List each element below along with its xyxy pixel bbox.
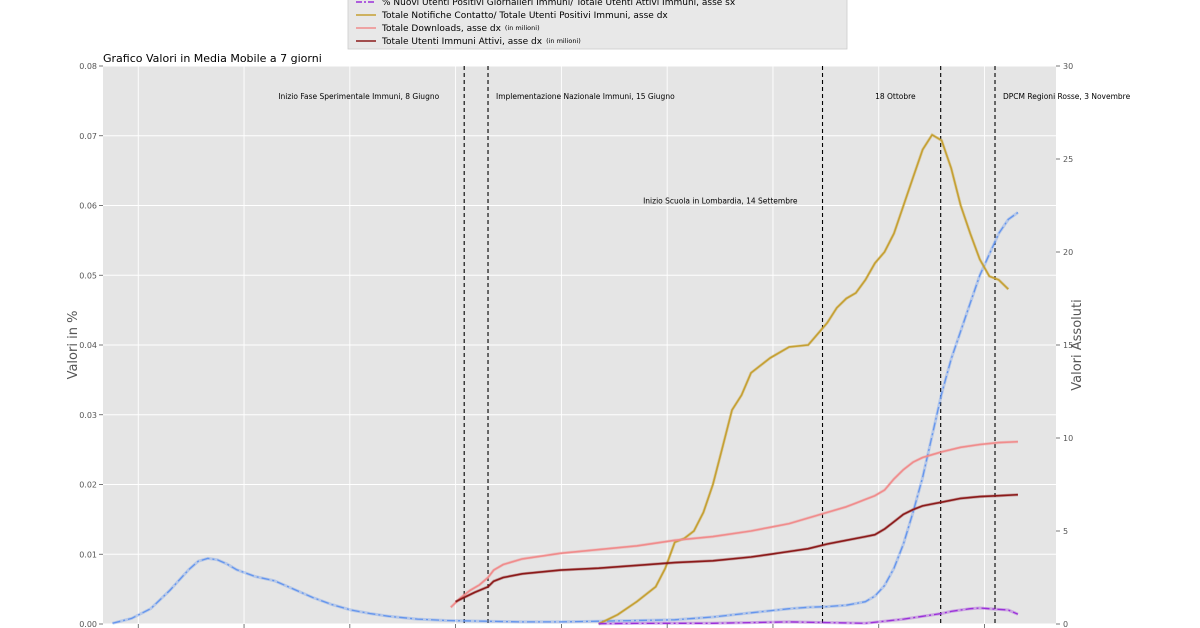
event-label: Inizio Scuola in Lombardia, 14 Settembre: [643, 196, 798, 205]
series-line: [598, 607, 1019, 625]
legend-note: (in milioni): [505, 24, 540, 32]
y-left-tick-label: 0.05: [79, 271, 97, 280]
chart-title: Grafico Valori in Media Mobile a 7 giorn…: [103, 52, 322, 65]
legend-box: [347, 0, 848, 50]
right-axis-ticks: 0 5 10 15 20 25 30: [1056, 62, 1073, 628]
y-right-tick-label: 10: [1063, 434, 1073, 443]
legend-label: Totale Notifiche Contatto/ Totale Utenti…: [381, 11, 668, 21]
grid-lines: [103, 65, 1056, 625]
event-label: 18 Ottobre: [875, 92, 916, 101]
y-right-tick-label: 30: [1063, 62, 1073, 71]
y-left-tick-label: 0.07: [79, 132, 97, 141]
y-left-tick-label: 0.00: [79, 620, 97, 628]
y-left-tick-label: 0.06: [79, 202, 97, 211]
y-right-tick-label: 15: [1063, 341, 1073, 350]
y-left-tick-label: 0.04: [79, 341, 97, 350]
event-label: DPCM Regioni Rosse, 3 Novembre: [1003, 92, 1131, 101]
series-line: [450, 440, 1018, 608]
y-right-tick-label: 20: [1063, 248, 1073, 257]
event-label: Implementazione Nazionale Immuni, 15 Giu…: [496, 92, 675, 101]
left-axis-label: Valori in %: [66, 311, 81, 380]
series-layer: [112, 132, 1019, 626]
legend-label: Totale Utenti Immuni Attivi, asse dx: [381, 37, 543, 47]
legend-label: % Nuovi Utenti Positivi Giornalieri Immu…: [382, 0, 736, 8]
y-right-tick-label: 5: [1063, 527, 1068, 536]
series-line: [598, 134, 1009, 625]
event-label: Inizio Fase Sperimentale Immuni, 8 Giugn…: [278, 92, 439, 101]
y-left-tick-label: 0.02: [79, 481, 97, 490]
legend-label: Totale Downloads, asse dx: [381, 24, 502, 34]
y-left-tick-label: 0.08: [79, 62, 97, 71]
event-lines: Inizio Fase Sperimentale Immuni, 8 Giugn…: [278, 66, 1131, 624]
y-left-tick-label: 0.03: [79, 411, 97, 420]
left-axis-ticks: 0.00 0.01 0.02 0.03 0.04 0.05 0.06 0.07 0.08: [79, 62, 103, 628]
series-line: [455, 493, 1018, 603]
legend-note: (in milioni): [546, 37, 581, 45]
y-right-tick-label: 0: [1063, 620, 1068, 628]
y-left-tick-label: 0.01: [79, 550, 97, 559]
series-line: [112, 211, 1019, 624]
legend-items: % Nuovi Utenti Positivi Giornalieri Immu…: [356, 0, 736, 47]
bottom-axis-ticks: [137, 624, 985, 628]
right-axis-label: Valori Assoluti: [1070, 299, 1085, 390]
y-right-tick-label: 25: [1063, 155, 1073, 164]
legend: % Nuovi Utenti Positivi Giornalieri Immu…: [347, 0, 848, 50]
